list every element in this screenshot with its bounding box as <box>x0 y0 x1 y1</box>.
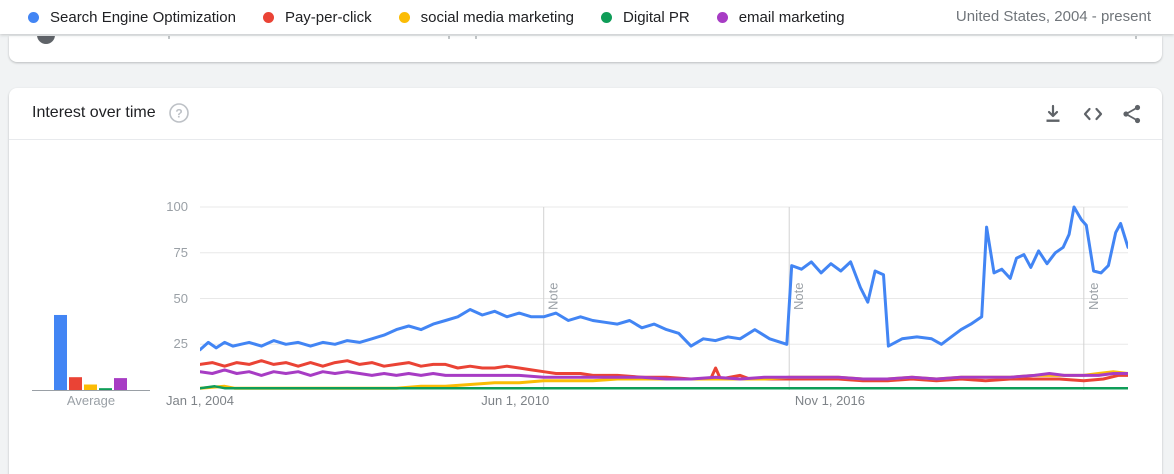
clipped-text-remnant <box>1135 36 1137 39</box>
y-tick-label: 50 <box>173 290 188 306</box>
interest-over-time-card: Interest over time ? <box>9 88 1162 474</box>
average-bar-3[interactable] <box>99 388 112 390</box>
series-line-0[interactable] <box>200 205 1128 352</box>
legend-term-label: email marketing <box>738 8 845 26</box>
clipped-text-remnant <box>475 36 477 39</box>
y-axis-labels: 25 50 75 100 <box>150 199 194 390</box>
svg-text:?: ? <box>175 107 182 121</box>
legend-term-label: Digital PR <box>623 8 690 26</box>
y-tick-label: 75 <box>173 244 188 260</box>
term-color-dot-icon <box>262 11 274 23</box>
x-axis-labels: Jan 1, 2004 Jun 1, 2010 Nov 1, 2016 <box>166 393 1128 409</box>
average-bar-4[interactable] <box>114 378 127 390</box>
y-tick-label: 25 <box>173 336 188 352</box>
x-tick-label: Nov 1, 2016 <box>794 393 865 408</box>
legend-item-email-marketing: email marketing <box>716 8 845 26</box>
term-color-dot-icon <box>601 11 613 23</box>
clipped-text-remnant <box>168 36 170 39</box>
average-bar-1[interactable] <box>69 377 82 390</box>
clipped-circle-icon <box>37 36 55 44</box>
legend-item-digital-pr: Digital PR <box>601 9 690 26</box>
clipped-text-remnant <box>448 36 450 39</box>
legend-term-label: social media marketing <box>420 8 575 26</box>
average-bar-2[interactable] <box>84 384 97 390</box>
legend-item-seo: Search Engine Optimization <box>28 9 236 26</box>
comparison-legend-bar: Search Engine Optimization Pay-per-click… <box>0 0 1174 34</box>
interest-line-chart[interactable]: Note Note Note <box>200 200 1128 391</box>
widget-title: Interest over time <box>32 104 156 121</box>
term-color-dot-icon <box>28 11 39 23</box>
embed-code-icon[interactable] <box>1081 102 1105 126</box>
help-circle-icon[interactable]: ? <box>168 102 190 124</box>
term-color-dot-icon <box>398 11 410 23</box>
average-axis-label: Average <box>66 393 116 408</box>
x-tick-label: Jun 1, 2010 <box>481 393 550 408</box>
term-color-dot-icon <box>716 11 728 23</box>
region-period-label: United States, 2004 - present <box>955 8 1151 25</box>
legend-item-social-media: social media marketing <box>398 8 575 26</box>
share-icon[interactable] <box>1120 102 1144 126</box>
average-bar-0[interactable] <box>54 314 67 390</box>
x-tick-label: Jan 1, 2004 <box>166 393 234 408</box>
note-label: Note <box>791 283 806 310</box>
y-tick-label: 100 <box>166 199 188 214</box>
series-line-4[interactable] <box>200 368 1128 381</box>
legend-term-label: Pay-per-click <box>284 8 372 26</box>
average-bar-chart <box>32 314 150 391</box>
series-line-1[interactable] <box>200 359 1128 383</box>
clipped-search-bar-card <box>9 36 1162 62</box>
legend-term-label: Search Engine Optimization <box>50 8 236 26</box>
header-divider <box>9 139 1162 140</box>
series-line-3[interactable] <box>200 385 1128 390</box>
note-label: Note <box>546 283 561 310</box>
download-icon[interactable] <box>1041 102 1065 126</box>
note-label: Note <box>1086 283 1101 310</box>
legend-item-ppc: Pay-per-click <box>262 8 372 26</box>
